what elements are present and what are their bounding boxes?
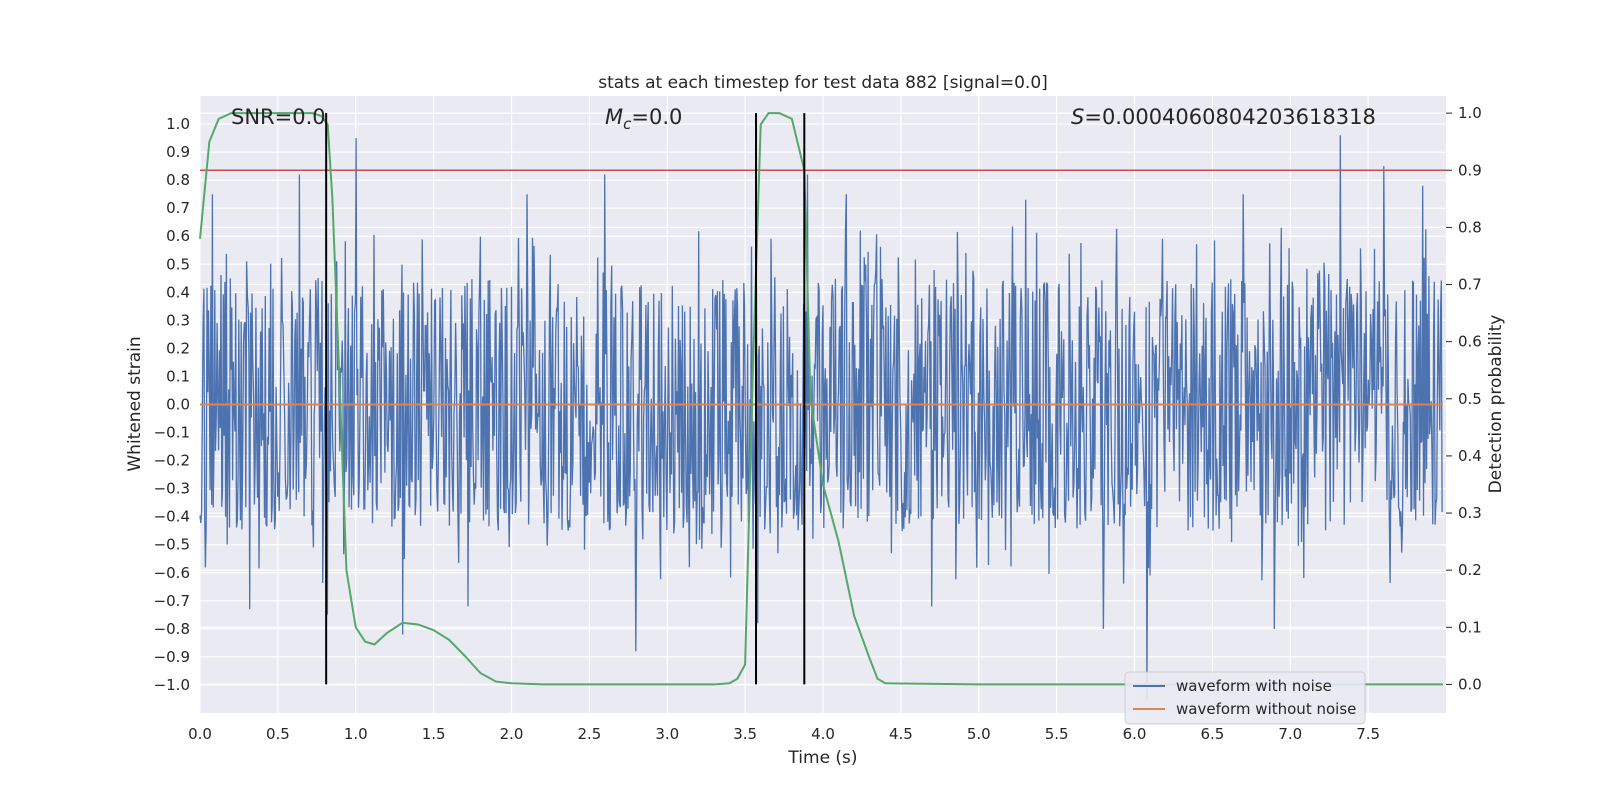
x-tick-label: 5.5 (1045, 725, 1069, 743)
x-tick-label: 6.0 (1123, 725, 1147, 743)
legend-label-noise: waveform with noise (1176, 677, 1332, 695)
y2-axis-label: Detection probability (1486, 315, 1506, 494)
y-tick-label: −0.6 (154, 564, 190, 582)
x-tick-label: 0.5 (266, 725, 290, 743)
x-tick-label: 1.0 (344, 725, 368, 743)
x-tick-label: 6.5 (1200, 725, 1224, 743)
y-tick-label: −0.7 (154, 592, 190, 610)
snr-annotation: SNR=0.0 (231, 105, 326, 129)
x-tick-label: 0.0 (188, 725, 212, 743)
y2-tick-label: 0.1 (1458, 618, 1482, 636)
y-tick-label: 0.4 (166, 283, 190, 301)
legend: waveform with noise waveform without noi… (1124, 671, 1366, 725)
y2-tick-label: 0.6 (1458, 333, 1482, 351)
s-value: =0.0004060804203618318 (1084, 105, 1376, 129)
y-tick-label: 0.0 (166, 396, 190, 414)
chirp-mass-subscript: c (623, 115, 632, 133)
noise-series (199, 135, 1443, 700)
y-tick-label: −0.8 (154, 620, 190, 638)
y-tick-label: 0.3 (166, 311, 190, 329)
y-tick-label: −0.3 (154, 480, 190, 498)
x-tick-label: 7.0 (1278, 725, 1302, 743)
y2-tick-label: 0.8 (1458, 218, 1482, 236)
probability-series-line (199, 112, 1443, 686)
y-tick-label: −1.0 (154, 676, 190, 694)
y-tick-label: 0.2 (166, 339, 190, 357)
chirp-mass-value: =0.0 (631, 105, 682, 129)
chirp-mass-annotation: Mc=0.0 (605, 105, 682, 133)
s-annotation: S=0.0004060804203618318 (1071, 105, 1376, 129)
y-tick-label: −0.1 (154, 424, 190, 442)
y2-tick-label: 0.5 (1458, 390, 1482, 408)
x-tick-label: 2.5 (577, 725, 601, 743)
x-tick-label: 2.0 (500, 725, 524, 743)
y-tick-label: −0.2 (154, 452, 190, 470)
y-tick-label: −0.9 (154, 648, 190, 666)
y-tick-label: 0.8 (166, 171, 190, 189)
x-tick-label: 4.0 (811, 725, 835, 743)
x-tick-label: 1.5 (422, 725, 446, 743)
legend-box (1124, 671, 1366, 725)
x-tick-label: 7.5 (1356, 725, 1380, 743)
y-tick-label: 0.9 (166, 143, 190, 161)
y2-tick-label: 0.2 (1458, 561, 1482, 579)
x-tick-label: 5.0 (967, 725, 991, 743)
x-tick-label: 4.5 (889, 725, 913, 743)
noise-series-line (199, 135, 1443, 700)
x-axis-label: Time (s) (787, 748, 857, 768)
y-axis-label: Whitened strain (125, 336, 145, 471)
y-tick-label: −0.5 (154, 536, 190, 554)
y-tick-label: 1.0 (166, 115, 190, 133)
x-tick-label: 3.0 (655, 725, 679, 743)
legend-label-clean: waveform without noise (1176, 700, 1356, 718)
s-symbol: S (1071, 105, 1084, 129)
y2-tick-label: 1.0 (1458, 104, 1482, 122)
series-lines (199, 112, 1446, 686)
y2-tick-label: 0.4 (1458, 447, 1482, 465)
y2-tick-label: 0.3 (1458, 504, 1482, 522)
marker-lines (325, 113, 806, 685)
tick-labels: 0.0 0.5 1.0 1.5 2.0 2.5 3.0 3.5 4.0 4.5 5.0 5.5 6.0 6… (154, 104, 1482, 743)
y2-tick-label: 0.7 (1458, 276, 1482, 294)
y-tick-label: 0.7 (166, 199, 190, 217)
y2-tick-label: 0.0 (1458, 675, 1482, 693)
y2-tick-label: 0.9 (1458, 161, 1482, 179)
y-tick-label: 0.5 (166, 255, 190, 273)
chirp-mass-symbol: M (605, 105, 623, 129)
y-tick-label: 0.1 (166, 367, 190, 385)
x-tick-label: 3.5 (733, 725, 757, 743)
y-tick-label: −0.4 (154, 508, 190, 526)
y-tick-label: 0.6 (166, 227, 190, 245)
chart-title: stats at each timestep for test data 882… (598, 73, 1048, 93)
